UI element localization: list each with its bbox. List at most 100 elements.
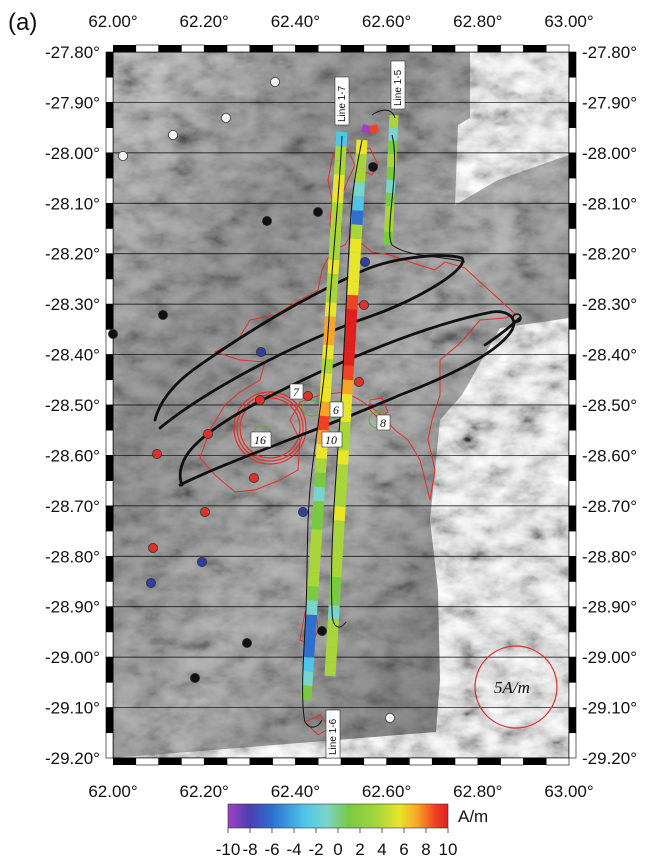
frame-bar — [105, 76, 114, 103]
track-segment — [314, 472, 326, 488]
lat-tick-label: -28.30° — [45, 295, 100, 314]
colorbar-unit: A/m — [458, 807, 488, 826]
frame-bar — [105, 682, 114, 708]
track-segment — [302, 657, 315, 672]
track-segment — [336, 464, 349, 479]
track-segment — [347, 280, 360, 296]
colorbar-tick-label: -6 — [264, 840, 279, 859]
track-segment — [339, 407, 352, 423]
site-marker — [254, 394, 265, 405]
track-segment — [306, 586, 319, 601]
frame-bar — [568, 228, 577, 255]
frame-bar — [568, 581, 577, 608]
frame-bar — [363, 757, 387, 766]
frame-bar — [105, 429, 114, 456]
frame-bar — [295, 45, 319, 52]
track-segment — [332, 520, 345, 536]
latitude-labels-left: -27.80° -27.90° -28.00° -28.10° -28.20° -28.3… — [45, 43, 100, 768]
frame-bar — [113, 758, 136, 765]
site-8-label: 8 — [380, 416, 386, 430]
site-marker — [199, 506, 210, 517]
track-segment — [305, 614, 317, 630]
lat-tick-label: -28.80° — [582, 547, 637, 566]
frame-bar — [432, 758, 455, 765]
lat-tick-label: -28.20° — [45, 245, 100, 264]
frame-bar — [341, 45, 364, 52]
track-segment — [324, 661, 337, 677]
frame-bar — [105, 228, 114, 255]
track-segment — [387, 153, 397, 168]
frame-bar — [105, 555, 114, 582]
track-segment — [314, 458, 327, 474]
frame-bar — [568, 329, 577, 355]
colorbar-tick-label: 6 — [399, 840, 408, 859]
lon-tick-label: 62.60° — [362, 782, 411, 801]
track-segment — [319, 387, 332, 403]
frame-bar — [181, 44, 205, 53]
site-6-label: 6 — [333, 403, 339, 417]
frame-bar — [105, 455, 114, 481]
frame-bar — [105, 581, 114, 608]
site-marker — [367, 161, 378, 172]
frame-bar — [363, 44, 387, 53]
sampling-sites — [108, 77, 395, 724]
colorbar-tick-label: 4 — [377, 840, 386, 859]
frame-bar — [249, 45, 273, 52]
lat-tick-label: -28.50° — [582, 396, 637, 415]
track-segment — [309, 543, 322, 559]
frame-bar — [386, 45, 410, 52]
frame-bar — [105, 707, 114, 734]
lat-tick-label: -28.40° — [582, 346, 637, 365]
track-segment — [387, 140, 398, 155]
track-segment — [327, 259, 340, 275]
site-labels: 7 6 10 8 16 — [250, 383, 391, 448]
track-segment — [338, 421, 351, 437]
track-segment — [324, 302, 337, 317]
frame-bar — [568, 455, 577, 481]
frame-bar — [454, 757, 479, 766]
track-line-1-6 — [383, 114, 399, 246]
frame-bar — [545, 757, 570, 766]
line-1-5-label: Line 1-5 — [393, 69, 404, 106]
frame-bar — [568, 631, 577, 658]
lat-tick-label: -29.20° — [45, 749, 100, 768]
track-segment — [334, 492, 347, 508]
track-segment — [332, 534, 344, 550]
frame-bar — [500, 757, 524, 766]
track-segment — [385, 179, 396, 194]
colorbar-tick-label: 2 — [355, 840, 364, 859]
lat-tick-label: -28.70° — [582, 497, 637, 516]
frame-bar — [568, 354, 577, 381]
lat-tick-label: -28.00° — [582, 144, 637, 163]
track-segment — [361, 124, 371, 134]
frame-bar — [105, 379, 114, 406]
frame-bar — [523, 45, 547, 52]
frame-bar — [204, 758, 227, 765]
track-segment — [369, 124, 379, 134]
frame-bar — [568, 127, 577, 154]
frame-bar — [105, 606, 114, 633]
frame-bar — [568, 102, 577, 128]
track-segment — [326, 633, 339, 649]
lon-tick-label: 62.20° — [180, 12, 229, 31]
scale-indicator: 5A/m — [474, 645, 558, 729]
frame-bar — [341, 758, 364, 765]
site-7-label: 7 — [293, 385, 300, 399]
site-marker — [220, 113, 231, 124]
site-marker — [248, 472, 259, 483]
frame-bar — [135, 44, 159, 53]
site-marker — [108, 328, 119, 339]
site-marker — [316, 626, 327, 637]
frame-bar — [568, 656, 577, 683]
track-segment — [385, 192, 395, 207]
track-segment — [311, 515, 324, 530]
track-segment — [388, 114, 399, 129]
lon-tick-label: 63.00° — [544, 12, 593, 31]
frame-bar — [295, 758, 319, 765]
site-marker — [255, 346, 266, 357]
frame-bar — [105, 354, 114, 381]
lat-tick-label: -27.80° — [45, 43, 100, 62]
site-marker — [358, 299, 369, 310]
frame-bar — [158, 45, 182, 52]
